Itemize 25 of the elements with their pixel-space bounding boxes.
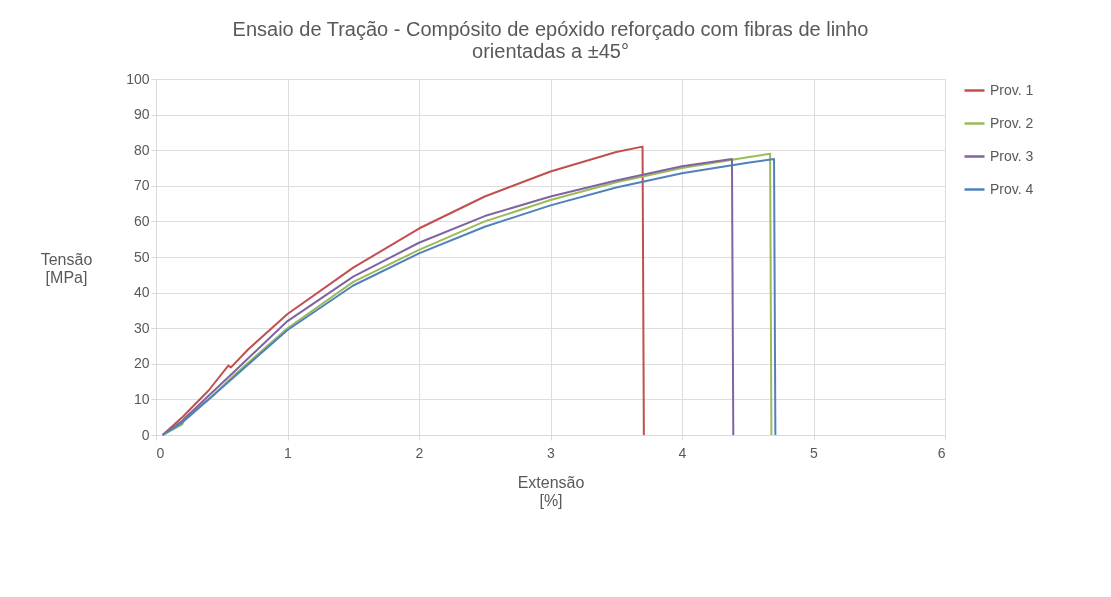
x-tick-label: 5: [810, 444, 819, 461]
y-tick-label: 80: [133, 141, 150, 158]
y-tick-label: 10: [133, 390, 150, 407]
x-tick-label: 0: [156, 444, 165, 461]
y-axis-title: Tensão [MPa]: [40, 250, 93, 286]
legend-label: Prov. 2: [990, 114, 1034, 131]
y-tick-label: 50: [133, 248, 150, 265]
x-axis-title: Extensão [%]: [517, 473, 585, 509]
legend-label: Prov. 4: [990, 180, 1034, 197]
y-tick-label: 60: [133, 212, 150, 229]
x-tick-label: 4: [678, 444, 687, 461]
x-tick-label: 3: [547, 444, 556, 461]
x-tick-label: 2: [415, 444, 424, 461]
y-tick-label: 100: [126, 70, 150, 87]
chart-title: Ensaio de Tração - Compósito de epóxido reforçado com fibras de linho orientadas a ±45°: [232, 18, 869, 62]
y-tick-label: 90: [133, 106, 150, 123]
y-tick-label: 20: [133, 355, 150, 372]
x-tick-label: 1: [284, 444, 293, 461]
y-tick-label: 40: [133, 284, 150, 301]
legend-label: Prov. 3: [990, 147, 1034, 164]
y-tick-label: 30: [133, 319, 150, 336]
y-tick-label: 70: [133, 177, 150, 194]
x-tick-label: 6: [937, 444, 946, 461]
y-tick-label: 0: [141, 426, 150, 443]
legend-label: Prov. 1: [990, 81, 1034, 98]
